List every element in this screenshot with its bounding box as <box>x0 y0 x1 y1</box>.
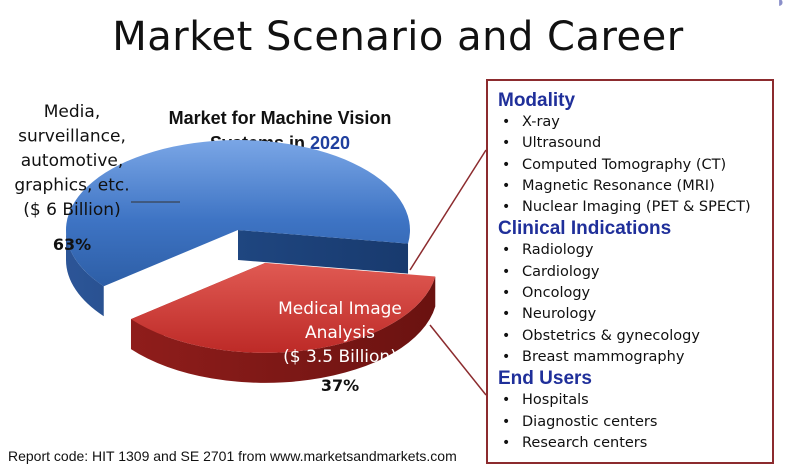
chart-title-year: 2020 <box>310 133 351 153</box>
slice-label-media: Media, surveillance, automotive, graphics, … <box>14 102 129 220</box>
page-title: Market Scenario and Career <box>112 14 684 60</box>
section-heading-clinical-indications: Clinical Indications <box>498 218 672 240</box>
list-item: Cardiology <box>500 262 772 284</box>
list-item: Obstetrics & gynecology <box>500 326 772 348</box>
list-item: Ultrasound <box>500 133 772 155</box>
list-item: Research centers <box>500 433 772 455</box>
pie-slice-media-top <box>65 139 410 287</box>
label-line: graphics, etc. <box>14 176 129 196</box>
slice-percent-media: 63% <box>53 235 91 254</box>
pie-slice-medical <box>130 262 436 383</box>
pie-slice-media <box>65 139 410 317</box>
list-item: X-ray <box>500 112 772 134</box>
section-heading-end-users: End Users <box>498 368 592 390</box>
report-footer: Report code: HIT 1309 and SE 2701 from w… <box>8 448 457 464</box>
list-item: Breast mammography <box>500 347 772 369</box>
list-item: Magnetic Resonance (MRI) <box>500 176 772 198</box>
end-users-list: HospitalsDiagnostic centersResearch cent… <box>498 390 772 454</box>
section-end-users: End Users HospitalsDiagnostic centersRes… <box>498 368 772 454</box>
clinical-indications-list: RadiologyCardiologyOncologyNeurologyObst… <box>498 240 772 368</box>
list-item: Computed Tomography (CT) <box>500 155 772 177</box>
list-item: Radiology <box>500 240 772 262</box>
section-clinical-indications: Clinical Indications RadiologyCardiology… <box>498 218 772 368</box>
label-line: surveillance, <box>18 127 126 147</box>
list-item: Oncology <box>500 283 772 305</box>
label-line: ($ 6 Billion) <box>23 200 120 220</box>
section-modality: Modality X-rayUltrasoundComputed Tomogra… <box>498 90 772 219</box>
pie-slice-medical-top <box>130 262 436 353</box>
list-item: Nuclear Imaging (PET & SPECT) <box>500 197 772 219</box>
label-line: Analysis <box>305 323 375 343</box>
callout-line-bottom <box>429 324 487 396</box>
section-heading-modality: Modality <box>498 90 576 111</box>
market-segments-panel: Modality X-rayUltrasoundComputed Tomogra… <box>486 79 774 464</box>
label-line: automotive, <box>21 151 124 171</box>
chart-title-line1: Market for Machine Vision <box>168 108 392 128</box>
label-line: Medical Image <box>278 299 402 319</box>
list-item: Neurology <box>500 304 772 326</box>
list-item: Diagnostic centers <box>500 412 772 434</box>
pie-slice-media-side <box>66 230 409 317</box>
modality-list: X-rayUltrasoundComputed Tomography (CT)M… <box>498 112 772 219</box>
label-line: ($ 3.5 Billion) <box>283 347 397 367</box>
label-line: Media, <box>44 102 100 122</box>
slice-percent-medical: 37% <box>321 376 359 395</box>
slice-label-medical: Medical Image Analysis ($ 3.5 Billion) <box>278 299 402 367</box>
list-item: Hospitals <box>500 390 772 412</box>
corner-arrow-icon: ◗ <box>776 0 786 11</box>
callout-line-top <box>409 149 487 271</box>
